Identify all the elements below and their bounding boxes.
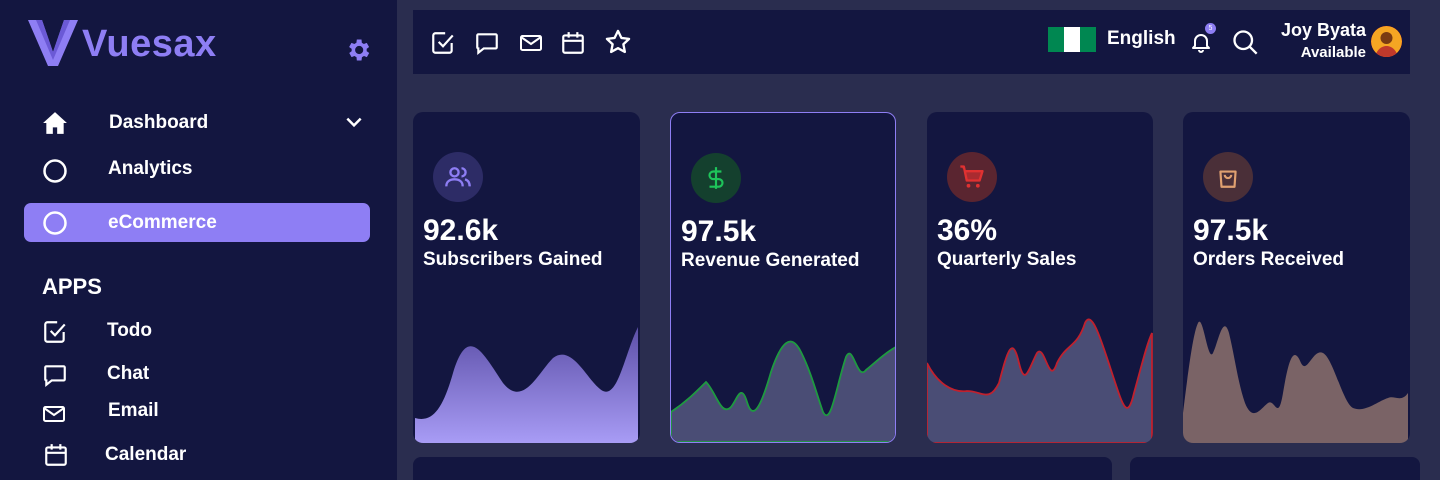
stat-card-quarterly-sales[interactable]: 36% Quarterly Sales <box>927 112 1153 443</box>
search-icon[interactable] <box>1231 28 1259 56</box>
subscribers-sparkline <box>415 327 638 443</box>
card-label: Orders Received <box>1193 249 1345 270</box>
revenue-sparkline <box>671 340 895 442</box>
chevron-down-icon[interactable] <box>344 112 364 132</box>
top-navbar: English 5 Joy Byata Available <box>413 10 1410 74</box>
card-icon-wrapper <box>433 152 483 202</box>
dollar-icon <box>708 167 724 189</box>
sidebar-item-label: Analytics <box>108 158 193 179</box>
sidebar-item-label: Chat <box>107 363 150 384</box>
mail-icon[interactable] <box>519 31 543 55</box>
bottom-panel-left <box>413 457 1112 480</box>
card-icon-wrapper <box>691 153 741 203</box>
avatar-illustration <box>1371 26 1402 57</box>
avatar[interactable] <box>1371 26 1402 57</box>
apps-heading: APPS <box>42 274 102 299</box>
nigeria-flag-icon[interactable] <box>1048 27 1096 52</box>
circle-icon <box>43 211 67 235</box>
sidebar-item-label: eCommerce <box>108 212 217 233</box>
sidebar-item-label: Email <box>108 400 159 421</box>
stat-card-orders[interactable]: 97.5k Orders Received <box>1183 112 1410 443</box>
sidebar-item-todo[interactable]: Todo <box>42 319 366 345</box>
home-icon <box>43 112 67 134</box>
bag-icon <box>1219 170 1237 188</box>
notification-badge: 5 <box>1205 23 1216 34</box>
sidebar-item-dashboard[interactable]: Dashboard <box>42 110 366 136</box>
language-selector[interactable]: English <box>1107 28 1176 49</box>
star-icon[interactable] <box>604 28 632 56</box>
check-square-icon <box>44 321 66 343</box>
gear-icon[interactable] <box>344 36 372 64</box>
brand-logo[interactable]: Vuesax <box>28 20 217 68</box>
sidebar-item-label: Calendar <box>105 444 187 465</box>
circle-icon <box>43 159 67 183</box>
brand-name: Vuesax <box>82 22 217 65</box>
chat-icon[interactable] <box>474 30 500 56</box>
user-name[interactable]: Joy Byata <box>1280 20 1366 40</box>
card-value: 97.5k <box>681 215 757 248</box>
stat-card-subscribers[interactable]: 92.6k Subscribers Gained <box>413 112 640 443</box>
card-label: Subscribers Gained <box>423 249 603 270</box>
card-icon-wrapper <box>1203 152 1253 202</box>
sidebar-item-label: Dashboard <box>109 112 209 133</box>
orders-sparkline <box>1183 321 1408 443</box>
bell-icon[interactable] <box>1189 29 1213 55</box>
chat-icon <box>44 365 66 388</box>
vuesax-logo-icon <box>28 20 78 66</box>
card-value: 36% <box>937 214 998 247</box>
card-label: Revenue Generated <box>681 250 860 271</box>
sidebar-item-label: Todo <box>107 320 153 341</box>
card-icon-wrapper <box>947 152 997 202</box>
calendar-icon[interactable] <box>560 30 586 56</box>
stat-card-revenue[interactable]: 97.5k Revenue Generated <box>670 112 896 443</box>
bottom-panel-right <box>1130 457 1420 480</box>
card-value: 97.5k <box>1193 214 1269 247</box>
sidebar-item-ecommerce[interactable]: eCommerce <box>24 203 370 242</box>
sidebar-item-email[interactable]: Email <box>42 398 366 424</box>
sidebar-item-chat[interactable]: Chat <box>42 361 366 388</box>
sidebar: Vuesax Dashboard Analytics eCommerce APP… <box>0 0 397 480</box>
user-status: Available <box>1300 44 1366 61</box>
check-square-icon[interactable] <box>430 30 456 56</box>
calendar-icon <box>45 444 67 466</box>
cart-icon <box>960 165 984 188</box>
quarterly-sales-sparkline <box>927 318 1153 443</box>
sidebar-item-calendar[interactable]: Calendar <box>42 442 366 468</box>
users-icon <box>445 167 471 187</box>
mail-icon <box>43 406 65 422</box>
card-label: Quarterly Sales <box>937 249 1077 270</box>
sidebar-item-analytics[interactable]: Analytics <box>42 157 366 183</box>
card-value: 92.6k <box>423 214 499 247</box>
